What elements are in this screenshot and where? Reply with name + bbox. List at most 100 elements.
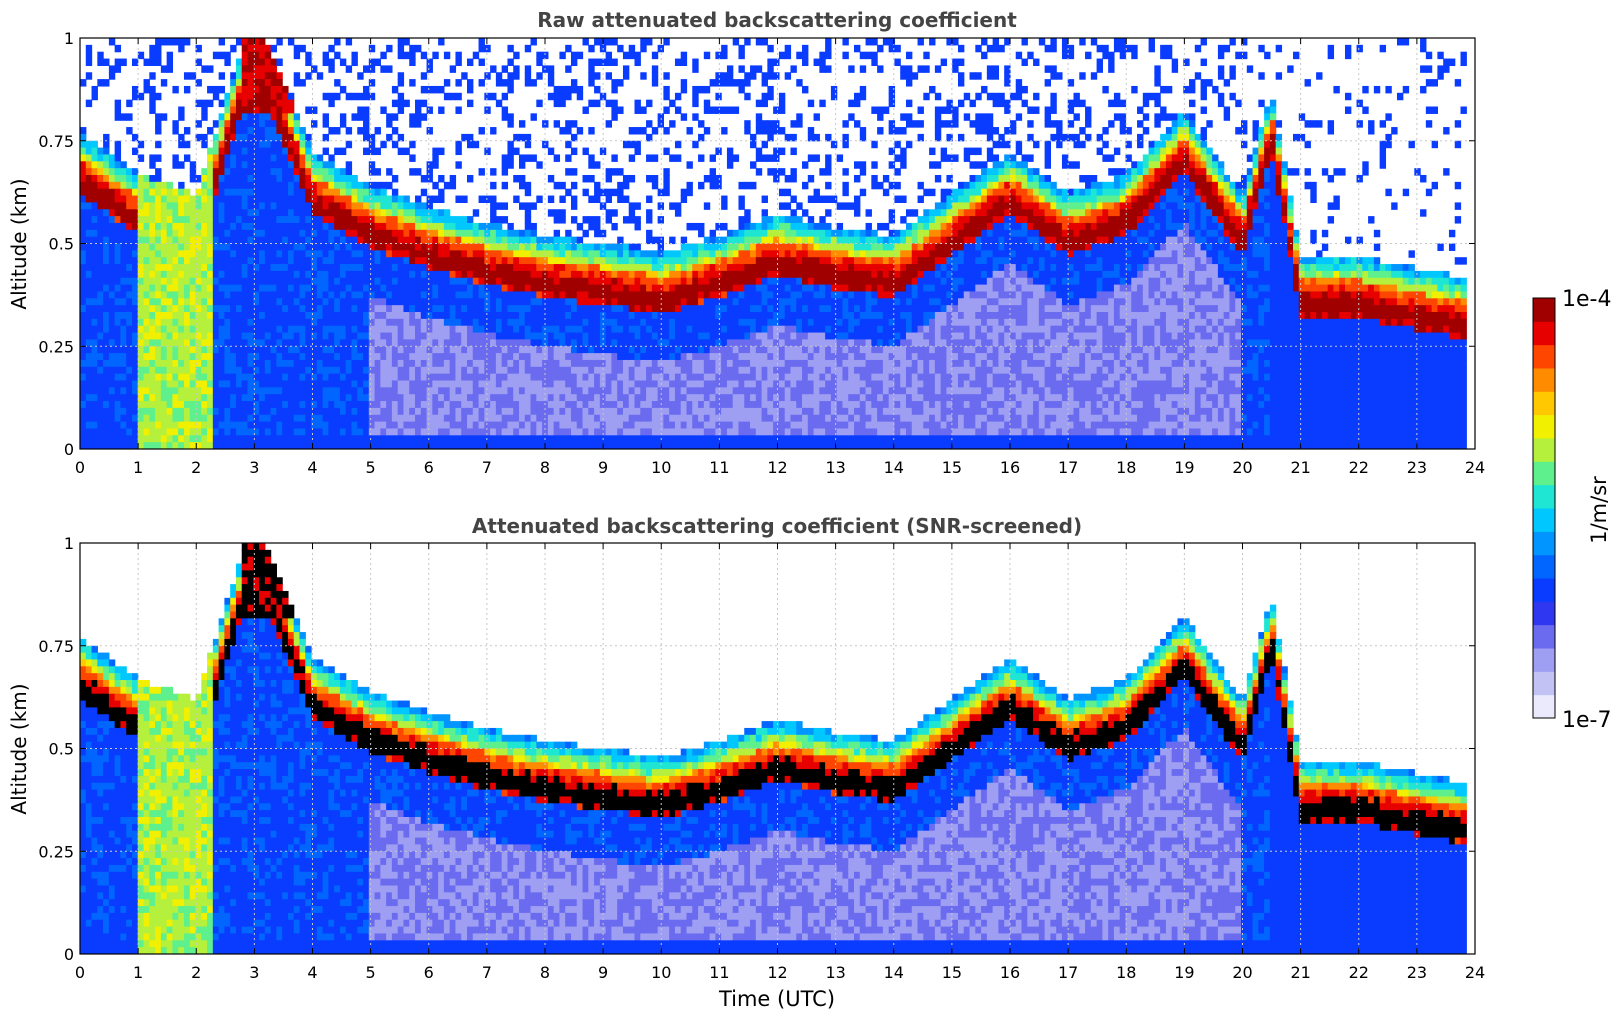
raw-y-ticks: 0 0.25 0.5 0.75 1 bbox=[38, 29, 1475, 459]
y-tick-label: 0.75 bbox=[38, 132, 74, 151]
x-tick-label: 13 bbox=[825, 963, 845, 982]
x-tick-label: 0 bbox=[75, 458, 85, 477]
x-tick-label: 10 bbox=[651, 963, 671, 982]
x-tick-label: 6 bbox=[424, 963, 434, 982]
x-tick-label: 22 bbox=[1349, 963, 1369, 982]
colorbar-segment bbox=[1533, 694, 1555, 719]
y-tick-label: 0 bbox=[64, 440, 74, 459]
x-tick-label: 24 bbox=[1465, 458, 1485, 477]
x-tick-label: 21 bbox=[1290, 458, 1310, 477]
x-tick-label: 22 bbox=[1349, 458, 1369, 477]
x-tick-label: 24 bbox=[1465, 963, 1485, 982]
x-tick-label: 16 bbox=[1000, 963, 1020, 982]
colorbar-segment bbox=[1533, 671, 1555, 696]
x-tick-label: 15 bbox=[942, 458, 962, 477]
y-tick-label: 0.5 bbox=[49, 740, 74, 759]
colorbar-segment bbox=[1533, 391, 1555, 416]
colorbar-frame bbox=[1532, 297, 1556, 719]
x-tick-label: 23 bbox=[1407, 458, 1427, 477]
raw-grid bbox=[80, 38, 1475, 449]
y-tick-label: 0.25 bbox=[38, 337, 74, 356]
raw-heatmap bbox=[80, 38, 1467, 449]
colorbar-segment bbox=[1533, 601, 1555, 626]
x-tick-label: 11 bbox=[709, 963, 729, 982]
raw-y-axis-label: Altitude (km) bbox=[7, 178, 31, 309]
colorbar-segment bbox=[1533, 508, 1555, 532]
x-tick-label: 17 bbox=[1058, 963, 1078, 982]
colorbar-segment bbox=[1533, 554, 1555, 579]
screened-y-ticks: 0 0.25 0.5 0.75 1 bbox=[38, 534, 1475, 964]
screened-y-axis-label: Altitude (km) bbox=[7, 683, 31, 814]
colorbar-segment bbox=[1533, 414, 1555, 439]
screened-grid bbox=[80, 543, 1475, 954]
x-tick-label: 1 bbox=[133, 458, 143, 477]
colorbar-segment bbox=[1533, 461, 1555, 486]
x-tick-label: 4 bbox=[307, 458, 317, 477]
screened-panel: Attenuated backscattering coefficient (S… bbox=[7, 514, 1485, 1011]
x-tick-label: 13 bbox=[825, 458, 845, 477]
x-tick-label: 16 bbox=[1000, 458, 1020, 477]
colorbar-segment bbox=[1533, 368, 1555, 392]
x-tick-label: 14 bbox=[884, 963, 904, 982]
x-tick-label: 20 bbox=[1232, 458, 1252, 477]
x-tick-label: 9 bbox=[598, 963, 608, 982]
colorbar: 1e-4 1e-7 1/m/sr bbox=[1532, 287, 1611, 733]
colorbar-segment bbox=[1533, 344, 1555, 369]
y-tick-label: 1 bbox=[64, 29, 74, 48]
y-tick-label: 0.25 bbox=[38, 842, 74, 861]
x-tick-label: 2 bbox=[191, 458, 201, 477]
raw-x-ticks: 0 1 2 3 4 5 6 7 8 9 10 11 12 13 14 15 16 17 18 19 20 21 22 23 24 bbox=[75, 38, 1485, 477]
screened-title: Attenuated backscattering coefficient (S… bbox=[472, 514, 1082, 538]
raw-panel: Raw attenuated backscattering coefficien… bbox=[7, 8, 1485, 477]
x-tick-label: 1 bbox=[133, 963, 143, 982]
colorbar-segment bbox=[1533, 578, 1555, 602]
screened-x-ticks: 0 1 2 3 4 5 6 7 8 9 10 11 12 13 14 15 16 17 18 19 20 21 22 23 24 bbox=[75, 543, 1485, 982]
x-tick-label: 21 bbox=[1290, 963, 1310, 982]
x-tick-label: 2 bbox=[191, 963, 201, 982]
x-tick-label: 3 bbox=[249, 458, 259, 477]
x-tick-label: 7 bbox=[482, 458, 492, 477]
x-tick-label: 9 bbox=[598, 458, 608, 477]
x-tick-label: 3 bbox=[249, 963, 259, 982]
x-tick-label: 6 bbox=[424, 458, 434, 477]
colorbar-segment bbox=[1533, 321, 1555, 346]
x-tick-label: 10 bbox=[651, 458, 671, 477]
x-tick-label: 18 bbox=[1116, 458, 1136, 477]
screened-heatmap bbox=[80, 543, 1467, 954]
y-tick-label: 0.5 bbox=[49, 235, 74, 254]
x-tick-label: 4 bbox=[307, 963, 317, 982]
x-tick-label: 8 bbox=[540, 963, 550, 982]
colorbar-segment bbox=[1533, 624, 1555, 649]
x-tick-label: 5 bbox=[366, 458, 376, 477]
x-tick-label: 8 bbox=[540, 458, 550, 477]
x-tick-label: 20 bbox=[1232, 963, 1252, 982]
colorbar-min-label: 1e-7 bbox=[1562, 708, 1611, 733]
colorbar-segment bbox=[1533, 484, 1555, 509]
x-tick-label: 11 bbox=[709, 458, 729, 477]
colorbar-segment bbox=[1533, 438, 1555, 462]
raw-title: Raw attenuated backscattering coefficien… bbox=[537, 8, 1017, 32]
x-tick-label: 12 bbox=[767, 458, 787, 477]
x-tick-label: 18 bbox=[1116, 963, 1136, 982]
colorbar-segment bbox=[1533, 648, 1555, 672]
x-tick-label: 19 bbox=[1174, 963, 1194, 982]
x-tick-label: 23 bbox=[1407, 963, 1427, 982]
x-tick-label: 5 bbox=[366, 963, 376, 982]
x-tick-label: 15 bbox=[942, 963, 962, 982]
x-tick-label: 17 bbox=[1058, 458, 1078, 477]
x-tick-label: 12 bbox=[767, 963, 787, 982]
x-tick-label: 19 bbox=[1174, 458, 1194, 477]
y-tick-label: 1 bbox=[64, 534, 74, 553]
colorbar-segment bbox=[1533, 298, 1555, 322]
colorbar-segment bbox=[1533, 531, 1555, 556]
colorbar-max-label: 1e-4 bbox=[1562, 287, 1611, 312]
colorbar-gradient bbox=[1533, 298, 1555, 719]
y-tick-label: 0.75 bbox=[38, 637, 74, 656]
y-tick-label: 0 bbox=[64, 945, 74, 964]
x-tick-label: 14 bbox=[884, 458, 904, 477]
colorbar-unit-label: 1/m/sr bbox=[1587, 476, 1611, 544]
x-axis-label: Time (UTC) bbox=[718, 987, 835, 1011]
x-tick-label: 0 bbox=[75, 963, 85, 982]
x-tick-label: 7 bbox=[482, 963, 492, 982]
